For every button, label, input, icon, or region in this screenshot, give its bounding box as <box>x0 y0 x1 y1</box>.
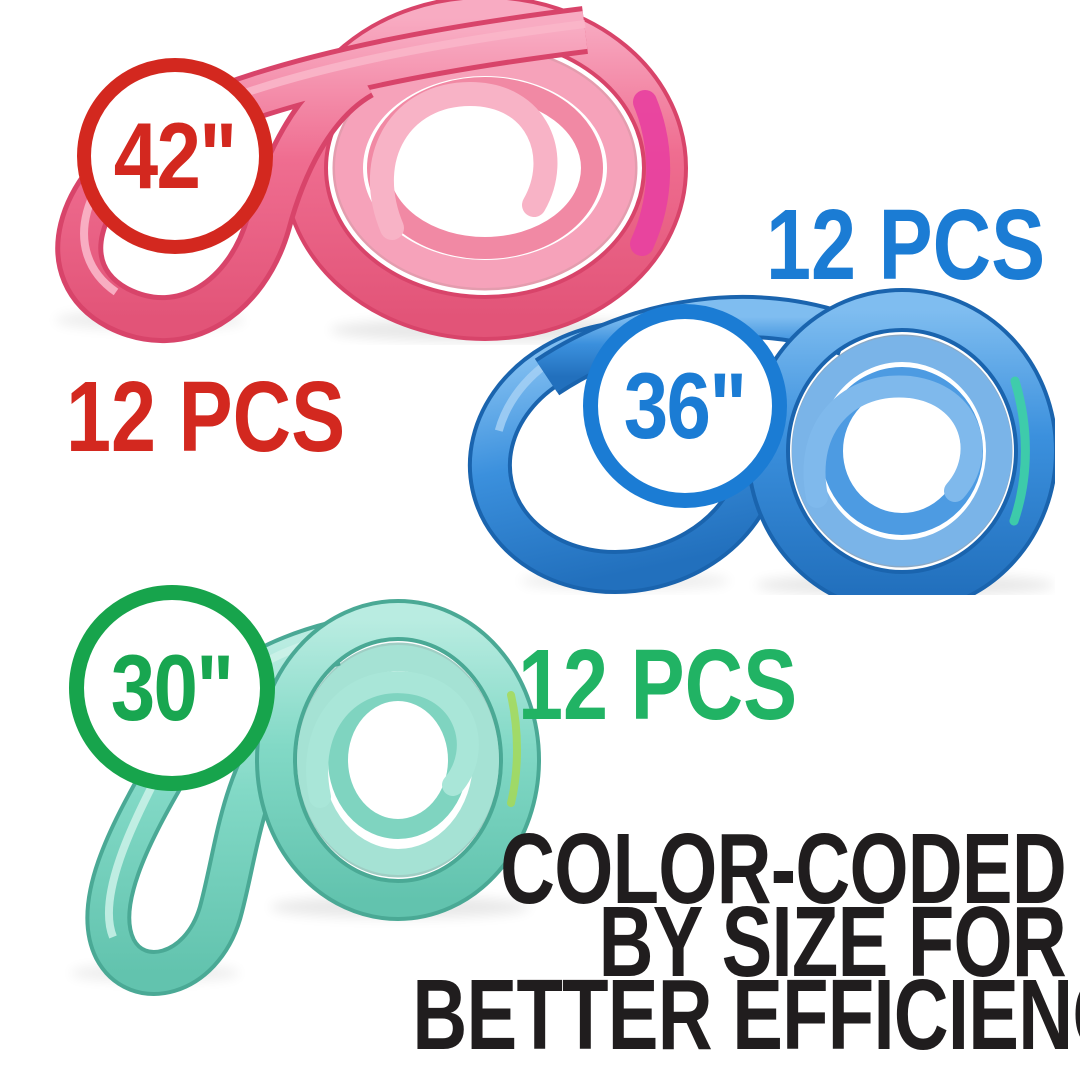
size-badge-30: 30" <box>69 585 275 791</box>
size-badge-30-label: 30" <box>111 635 234 740</box>
size-badge-42-label: 42" <box>114 103 237 208</box>
pieces-label-blue: 12 PCS <box>766 189 1046 301</box>
pieces-label-pink: 12 PCS <box>66 361 346 473</box>
caption-line-2: BY SIZE FOR <box>598 886 1067 998</box>
caption: COLOR-CODED BY SIZE FOR BETTER EFFICIENC… <box>412 813 1080 1071</box>
caption-line-1: COLOR-CODED <box>500 813 1067 925</box>
pink-band-magenta-tag <box>630 90 671 256</box>
size-badge-36-label: 36" <box>624 353 747 458</box>
size-badge-36: 36" <box>583 304 787 508</box>
pieces-label-green: 12 PCS <box>518 629 798 741</box>
green-band-tag <box>507 691 521 807</box>
blue-band-coil <box>746 288 1055 595</box>
blue-band-teal-tag <box>1009 376 1030 526</box>
size-badge-42: 42" <box>77 58 273 254</box>
caption-line-3: BETTER EFFICIENCY <box>412 959 1080 1071</box>
